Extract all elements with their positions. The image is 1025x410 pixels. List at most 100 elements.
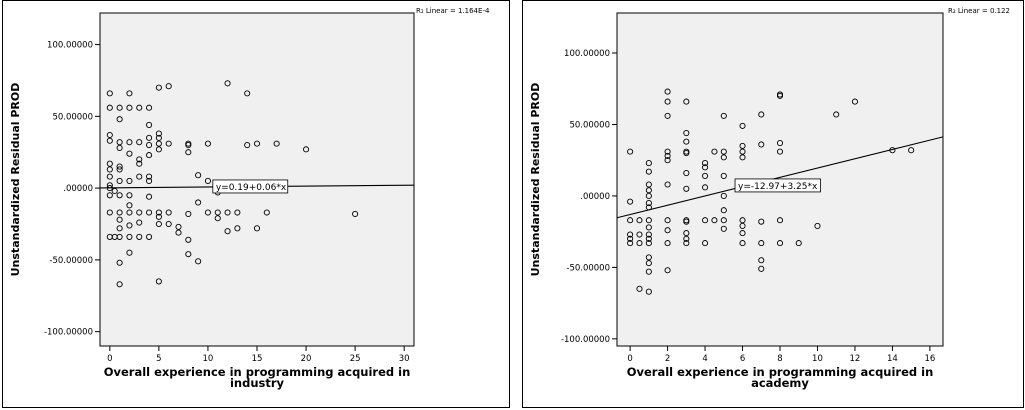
data-point bbox=[664, 112, 671, 119]
x-tick-label: 16 bbox=[924, 354, 935, 364]
chart-panel-industry: -100.00000 -50.00000 .00000 50.00000 100.000… bbox=[2, 0, 510, 408]
x-tick-label: 5 bbox=[156, 354, 161, 364]
data-point bbox=[720, 154, 727, 161]
data-point bbox=[739, 154, 746, 161]
data-point bbox=[739, 222, 746, 229]
data-point bbox=[758, 265, 765, 272]
y-tick-label: 50.00000 bbox=[52, 112, 93, 122]
data-point bbox=[195, 258, 202, 265]
data-point bbox=[175, 223, 182, 230]
data-point bbox=[645, 224, 652, 231]
data-point bbox=[116, 225, 123, 232]
data-point bbox=[185, 142, 192, 149]
data-point bbox=[224, 209, 231, 216]
data-point bbox=[702, 217, 709, 224]
data-point bbox=[175, 229, 182, 236]
x-tick-label: 0 bbox=[107, 354, 112, 364]
data-point bbox=[116, 259, 123, 266]
data-point bbox=[645, 254, 652, 261]
data-point bbox=[136, 233, 143, 240]
data-point bbox=[702, 240, 709, 247]
data-point bbox=[739, 122, 746, 129]
data-point bbox=[636, 231, 643, 238]
x-axis-title: Overall experience in programming acquir… bbox=[104, 365, 411, 379]
data-point bbox=[253, 225, 261, 232]
data-point bbox=[165, 220, 172, 228]
data-point bbox=[146, 104, 153, 111]
y-tick-label: .00000 bbox=[63, 184, 93, 194]
data-point bbox=[776, 92, 784, 99]
data-point bbox=[214, 209, 221, 216]
data-point bbox=[683, 138, 690, 145]
data-point bbox=[204, 140, 211, 147]
plot-area bbox=[99, 12, 415, 347]
y-axis-title: Unstandardized Residual PROD bbox=[529, 83, 542, 277]
data-point bbox=[645, 187, 652, 194]
data-point bbox=[244, 142, 251, 149]
data-point bbox=[683, 150, 690, 157]
data-point bbox=[126, 139, 133, 146]
x-tick-label: 14 bbox=[887, 354, 898, 364]
data-point bbox=[908, 147, 915, 154]
data-point bbox=[116, 166, 123, 173]
y-tick-label: 50.00000 bbox=[569, 120, 610, 130]
data-point bbox=[195, 199, 202, 206]
data-point bbox=[273, 140, 280, 147]
data-point bbox=[739, 240, 746, 247]
data-point bbox=[636, 285, 643, 292]
data-point bbox=[720, 148, 727, 155]
data-point bbox=[106, 104, 113, 111]
data-point bbox=[664, 240, 671, 247]
fit-equation-label: y=0.19+0.06*x bbox=[216, 183, 287, 193]
data-point bbox=[126, 104, 133, 111]
data-point bbox=[645, 168, 652, 175]
x-tick-label: 2 bbox=[665, 354, 670, 364]
y-tick-label: -50.00000 bbox=[49, 256, 93, 266]
data-point bbox=[814, 222, 821, 229]
data-point bbox=[126, 202, 133, 209]
data-point bbox=[645, 288, 652, 295]
r-squared-label: R₂ Linear = 0.122 bbox=[948, 7, 1011, 15]
data-point bbox=[263, 209, 270, 216]
data-point bbox=[146, 209, 153, 216]
data-point bbox=[645, 192, 652, 199]
data-point bbox=[136, 219, 143, 226]
data-point bbox=[627, 148, 634, 155]
x-axis-title: academy bbox=[751, 376, 809, 390]
data-point bbox=[224, 228, 231, 235]
data-point bbox=[645, 231, 652, 238]
data-point bbox=[627, 235, 634, 242]
data-point bbox=[155, 278, 162, 285]
data-point bbox=[627, 217, 634, 224]
data-point bbox=[664, 181, 671, 188]
data-point bbox=[185, 210, 192, 217]
data-point bbox=[253, 140, 261, 147]
data-point bbox=[126, 233, 133, 240]
data-point bbox=[126, 177, 133, 184]
data-point bbox=[136, 156, 143, 163]
x-tick-label: 4 bbox=[702, 354, 707, 364]
data-point bbox=[136, 139, 143, 146]
data-point bbox=[146, 134, 153, 141]
data-point bbox=[126, 249, 133, 256]
data-point bbox=[106, 160, 113, 167]
y-tick-label: 100.00000 bbox=[47, 41, 93, 51]
data-point bbox=[165, 209, 172, 216]
data-point bbox=[116, 104, 123, 111]
data-point bbox=[645, 240, 652, 247]
data-point bbox=[664, 152, 671, 159]
data-point bbox=[683, 230, 690, 237]
data-point bbox=[720, 192, 727, 199]
data-point bbox=[720, 217, 727, 224]
data-point bbox=[155, 134, 162, 141]
data-point bbox=[711, 217, 718, 224]
data-point bbox=[645, 217, 652, 224]
data-point bbox=[683, 240, 690, 247]
scatter-chart-academy: -100.00000 -50.00000 .00000 50.00000 100.000… bbox=[529, 12, 944, 390]
y-tick-label: .00000 bbox=[580, 192, 610, 202]
data-point bbox=[645, 160, 652, 167]
data-point bbox=[636, 217, 643, 224]
data-point bbox=[739, 230, 746, 237]
x-tick-label: 30 bbox=[399, 354, 410, 364]
fit-equation-box bbox=[212, 179, 289, 194]
